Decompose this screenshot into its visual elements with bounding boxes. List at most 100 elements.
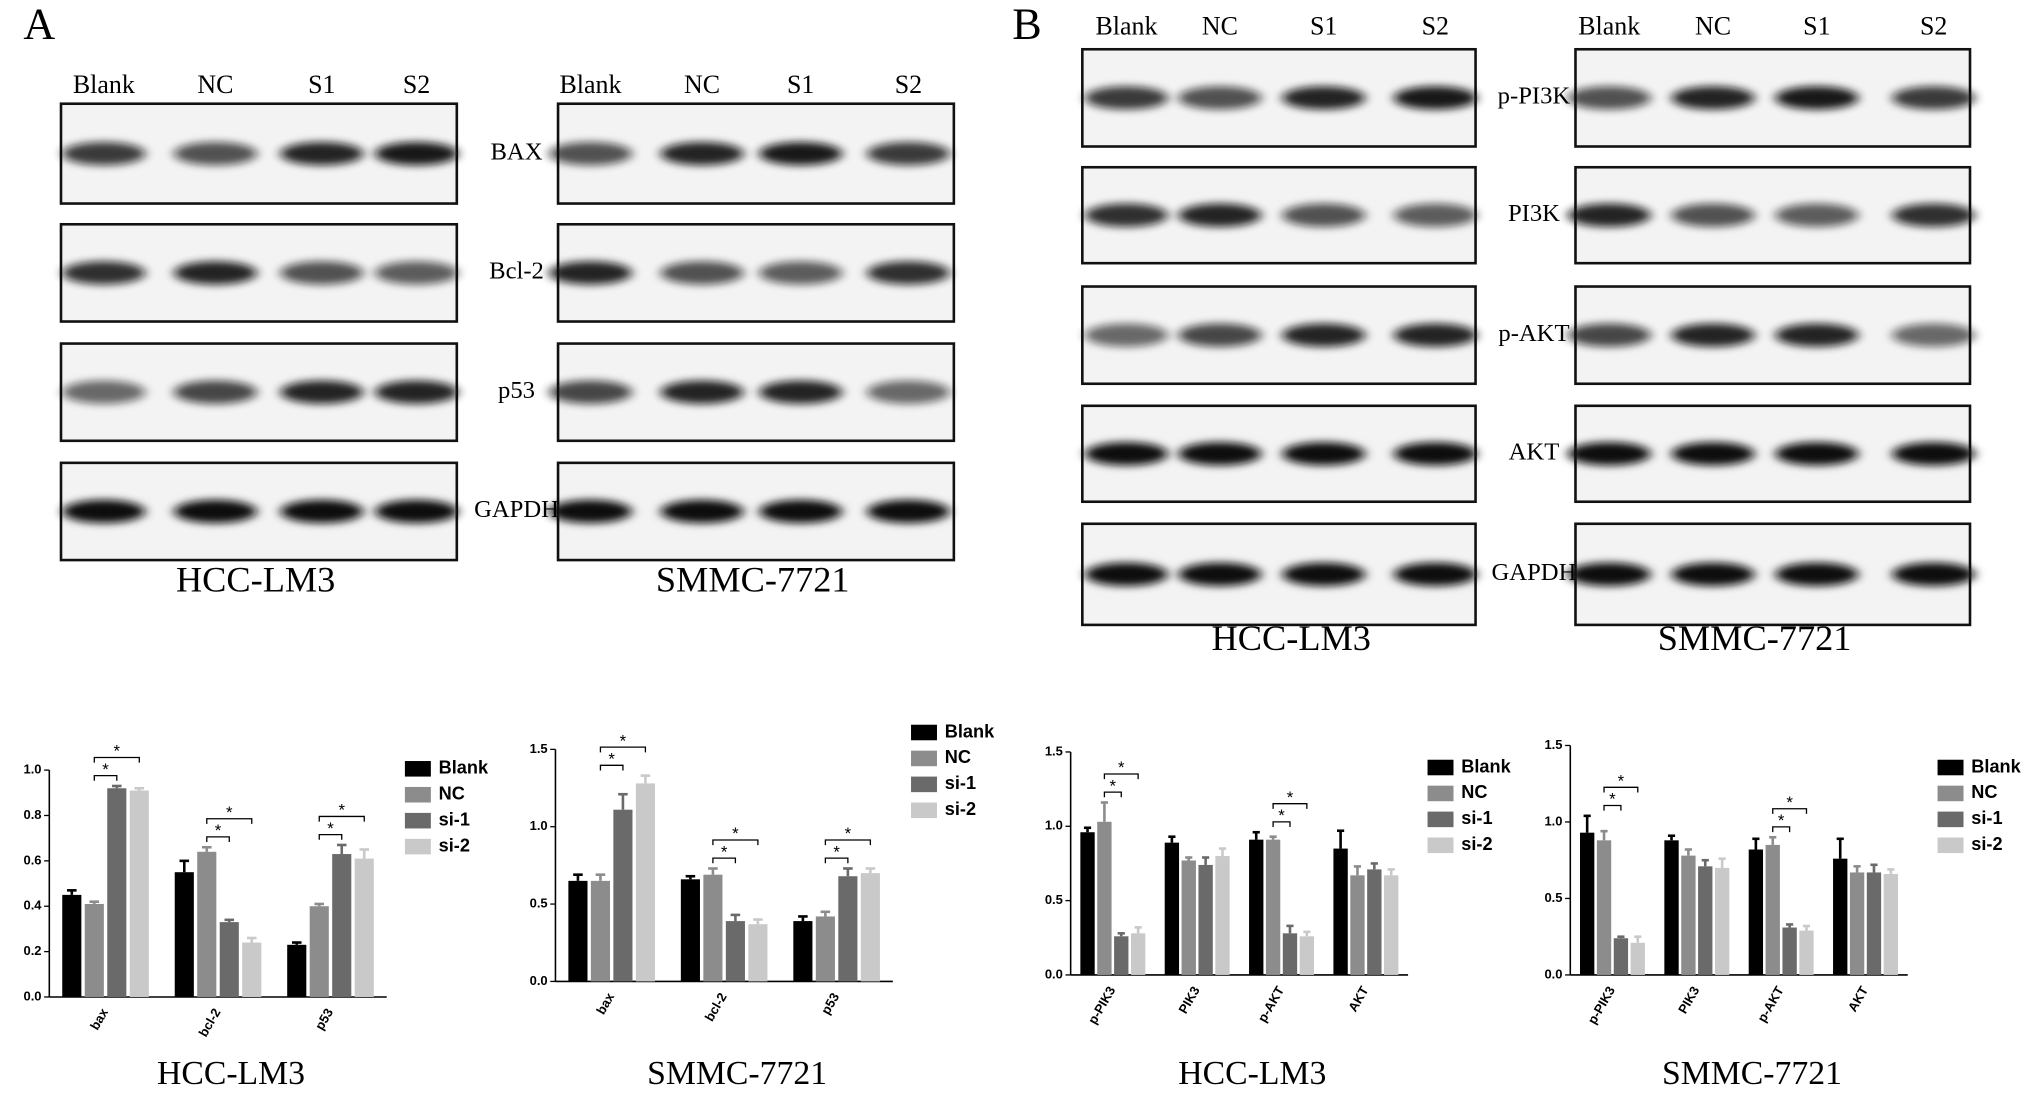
chart-title: HCC-LM3 — [157, 1055, 305, 1092]
blot-band — [866, 380, 950, 404]
bar — [1333, 848, 1348, 975]
significance-label: * — [114, 742, 121, 761]
blot-band — [1282, 442, 1366, 466]
blot-band — [280, 261, 364, 285]
blot-band — [1282, 323, 1366, 347]
x-tick-label: bax — [593, 989, 618, 1017]
chart-title: SMMC-7721 — [647, 1055, 827, 1092]
significance-bracket — [599, 746, 647, 753]
bar — [568, 880, 588, 982]
blot-band — [280, 499, 364, 524]
significance-label: * — [1778, 811, 1785, 830]
significance-label: * — [620, 731, 627, 750]
lane-label: Blank — [559, 70, 621, 99]
blot-band — [1567, 562, 1651, 587]
bar — [197, 851, 217, 997]
legend-swatch — [404, 786, 431, 803]
y-tick-label: 1.5 — [530, 741, 548, 756]
significance-label: * — [102, 760, 109, 779]
significance-label: * — [721, 842, 728, 861]
bar — [680, 879, 700, 982]
bar — [1849, 872, 1865, 975]
legend-swatch — [404, 838, 431, 855]
bar — [1299, 936, 1315, 975]
panel-label: A — [23, 0, 55, 49]
panel-label: B — [1012, 0, 1041, 49]
bar — [1748, 849, 1764, 975]
lane-label: NC — [684, 70, 720, 99]
significance-bracket — [1603, 804, 1622, 811]
significance-bracket — [1272, 821, 1291, 828]
y-tick-label: 0.0 — [23, 988, 41, 1003]
significance-label: * — [845, 824, 852, 843]
legend-swatch — [1427, 837, 1454, 854]
lane-label: S1 — [1310, 11, 1337, 40]
blot-band — [660, 380, 744, 404]
bar — [107, 788, 127, 997]
legend-swatch — [1427, 759, 1454, 776]
bar — [793, 921, 813, 982]
legend-label: si-2 — [1971, 834, 2002, 854]
y-tick-label: 0.4 — [23, 898, 42, 913]
blot-band — [1084, 86, 1168, 110]
blot-band — [548, 499, 633, 524]
protein-label: p-AKT — [1498, 320, 1569, 347]
y-tick-label: 1.0 — [530, 818, 548, 833]
significance-bracket — [318, 815, 365, 822]
blot-band — [1567, 86, 1651, 110]
legend-label: Blank — [1971, 756, 2021, 776]
blot-band — [1567, 323, 1651, 347]
blot-band — [1775, 323, 1859, 347]
y-tick-label: 1.0 — [1544, 813, 1562, 828]
bar — [242, 942, 262, 997]
cell-line-label: SMMC-7721 — [656, 560, 850, 600]
y-tick-label: 1.0 — [1045, 818, 1063, 833]
blot-band — [660, 499, 744, 524]
protein-label: PI3K — [1508, 200, 1560, 227]
bar — [590, 880, 610, 982]
x-tick-label: p53 — [818, 990, 842, 1017]
legend-swatch — [911, 724, 937, 741]
blot-band — [62, 261, 146, 285]
legend-swatch — [1427, 785, 1454, 802]
x-tick-label: p-AKT — [1255, 984, 1287, 1025]
blot-band — [1775, 562, 1859, 587]
blot-band — [759, 141, 843, 166]
legend-label: si-2 — [945, 799, 976, 819]
significance-bracket — [1272, 803, 1308, 809]
x-tick-label: bax — [87, 1005, 112, 1033]
protein-label: p53 — [498, 377, 535, 404]
significance-label: * — [215, 821, 222, 840]
blot-band — [759, 380, 843, 404]
blot-band — [1084, 323, 1168, 347]
bar — [1282, 933, 1298, 975]
bar — [1630, 942, 1645, 975]
bar — [1714, 867, 1730, 975]
bar — [1782, 927, 1797, 975]
bar — [703, 874, 723, 982]
x-tick-label: bcl-2 — [702, 990, 730, 1024]
protein-label: Bcl-2 — [489, 258, 544, 285]
bar — [748, 924, 768, 982]
x-tick-label: p-PIK3 — [1085, 984, 1119, 1027]
legend-label: si-1 — [1971, 808, 2002, 828]
legend-label: NC — [945, 747, 971, 767]
legend-swatch — [404, 812, 431, 829]
x-tick-label: AKT — [1845, 984, 1871, 1015]
bar — [1350, 875, 1365, 975]
bar — [1215, 856, 1230, 975]
blot-band — [660, 141, 744, 166]
blot-band — [1892, 86, 1976, 110]
significance-bracket — [1603, 786, 1639, 793]
bar — [1265, 839, 1281, 975]
bar — [613, 809, 633, 982]
y-tick-label: 0.5 — [530, 895, 548, 910]
blot-band — [548, 141, 633, 166]
legend-swatch — [404, 761, 431, 777]
protein-label: BAX — [490, 138, 542, 165]
x-tick-label: p-PIK3 — [1584, 984, 1618, 1027]
bar — [815, 916, 835, 982]
x-tick-label: PIK3 — [1675, 984, 1702, 1016]
blot-band — [62, 141, 146, 166]
significance-label: * — [833, 842, 840, 861]
